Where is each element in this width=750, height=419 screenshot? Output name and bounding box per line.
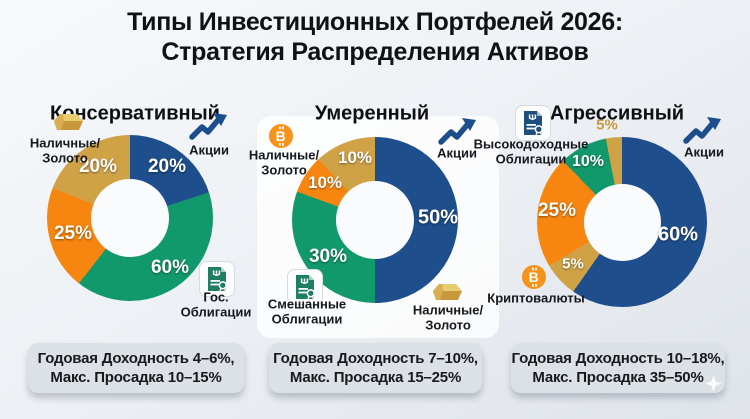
segment-percent-label: 60% <box>657 223 699 246</box>
svg-text:B: B <box>529 269 539 285</box>
page-title-line1: Типы Инвестиционных Портфелей 2026: <box>127 8 623 36</box>
callout-label-line: Наличные/ <box>412 302 484 318</box>
segment-percent-label: 50% <box>417 206 459 229</box>
chart-title-moderate: Умеренный <box>314 102 430 125</box>
callout-label: Акции <box>437 145 477 160</box>
summary-box-moderate: Годовая Доходность 7–10%, Макс. Просадка… <box>269 343 482 393</box>
callout-label-line: Золото <box>261 163 307 178</box>
summary-line: Макс. Просадка 10–15% <box>50 369 222 386</box>
summary-box-conservative: Годовая Доходность 4–6%, Макс. Просадка … <box>28 343 244 393</box>
callout-label-line: Наличные/ <box>29 135 101 151</box>
segment-percent-label: 60% <box>150 257 190 278</box>
svg-text:B: B <box>276 128 286 144</box>
callout-label: Криптовалюты <box>487 290 584 305</box>
callout-label: Акции <box>684 144 724 159</box>
page-title-line2: Стратегия Распределения Активов <box>161 37 589 66</box>
trend-up-arrow-icon <box>437 115 477 147</box>
summary-box-aggressive: Годовая Доходность 10–18%, Макс. Просадк… <box>511 343 725 393</box>
donut-chart-moderate <box>292 137 458 303</box>
document-green-icon <box>199 261 235 297</box>
segment-percent-label: 20% <box>147 156 187 177</box>
donut-hole <box>91 179 169 257</box>
summary-line: Макс. Просадка 35–50% <box>532 369 704 386</box>
callout-label: Наличные/Золото <box>30 136 100 167</box>
donut-chart-conservative <box>47 135 213 301</box>
document-blue-icon <box>515 105 551 141</box>
callout-label-line: Облигации <box>180 305 252 320</box>
trend-up-arrow-icon <box>682 114 722 146</box>
callout-label: Гос. Облигации <box>181 290 252 321</box>
segment-percent-label: 25% <box>53 223 93 244</box>
callout-label: Наличные/Золото <box>249 148 319 179</box>
callout-label-line: Облигации <box>271 312 343 327</box>
callout-label-line: Золото <box>42 151 88 166</box>
summary-line: Годовая Доходность 4–6%, <box>37 349 235 367</box>
segment-percent-label: 5% <box>562 255 584 273</box>
callout-label: Высокодоходные Облигации <box>474 137 589 168</box>
callout-label-line: Смешанные <box>267 296 347 312</box>
callout-label: Смешанные Облигации <box>268 297 346 328</box>
document-green-icon <box>287 269 323 305</box>
donut-hole <box>583 183 661 261</box>
callout-label-line: Акции <box>189 142 229 158</box>
callout-label: Акции <box>189 142 229 157</box>
bitcoin-icon: B <box>521 264 547 290</box>
summary-line: Годовая Доходность 10–18%, <box>511 349 725 367</box>
gold-bar-icon <box>428 280 466 304</box>
chart-title-conservative: Консервативный <box>50 102 220 125</box>
callout-label-line: Акции <box>437 145 477 161</box>
chart-title-aggressive: Агрессивный <box>549 102 685 125</box>
callout-label: Наличные/Золото <box>413 303 483 334</box>
callout-label-line: Наличные/ <box>248 147 320 163</box>
segment-percent-label: 25% <box>537 200 577 221</box>
page-title: Типы Инвестиционных Портфелей 2026: Стра… <box>0 8 750 67</box>
donut-hole <box>336 181 414 259</box>
segment-percent-label: 30% <box>308 246 348 267</box>
bitcoin-icon: B <box>268 123 294 149</box>
segment-percent-label: 10% <box>571 153 605 170</box>
donut-chart-aggressive <box>537 137 707 307</box>
segment-percent-label: 10% <box>337 148 373 167</box>
callout-label-line: Золото <box>425 318 471 333</box>
segment-percent-label: 20% <box>78 156 118 177</box>
callout-label-line: Облигации <box>495 152 567 167</box>
callout-label-line: Акции <box>684 144 724 160</box>
summary-line: Макс. Просадка 15–25% <box>289 369 462 386</box>
trend-up-arrow-icon <box>188 110 228 142</box>
summary-line: Годовая Доходность 7–10%, <box>273 349 478 367</box>
callout-label-line: Гос. <box>203 289 229 305</box>
segment-percent-label: 5% <box>596 116 618 134</box>
gold-bar-icon <box>49 110 87 134</box>
segment-percent-label: 10% <box>307 173 343 192</box>
callout-label-line: Криптовалюты <box>487 290 585 306</box>
callout-label-line: Высокодоходные <box>473 136 589 152</box>
